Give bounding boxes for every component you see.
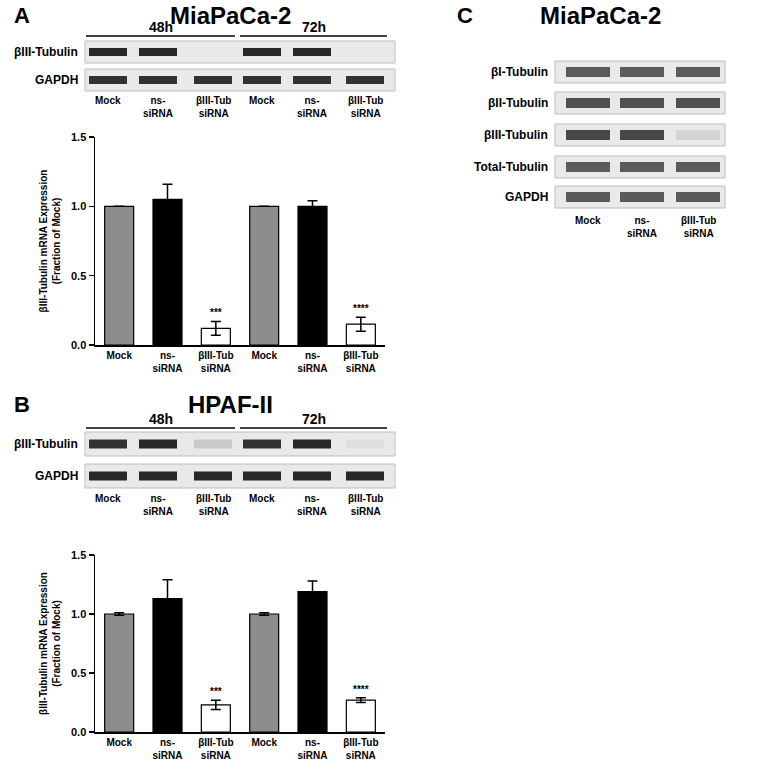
svg-text:βIII-TubsiRNA: βIII-TubsiRNA	[348, 493, 383, 517]
svg-text:βI-Tubulin: βI-Tubulin	[491, 65, 548, 79]
svg-text:Mock: Mock	[249, 493, 275, 504]
svg-text:GAPDH: GAPDH	[35, 469, 78, 483]
svg-text:0.5: 0.5	[71, 667, 86, 679]
svg-text:Mock: Mock	[251, 350, 277, 361]
svg-text:βIII-TubsiRNA: βIII-TubsiRNA	[343, 737, 378, 761]
svg-text:***: ***	[210, 307, 222, 318]
svg-text:βIII-Tubulin mRNA Expression(F: βIII-Tubulin mRNA Expression(Fraction of…	[38, 572, 62, 715]
svg-text:***: ***	[210, 686, 222, 697]
svg-text:ns-siRNA: ns-siRNA	[143, 95, 173, 119]
svg-text:βIII-Tubulin: βIII-Tubulin	[484, 128, 548, 142]
svg-text:Mock: Mock	[251, 737, 277, 748]
svg-text:72h: 72h	[302, 19, 326, 35]
svg-text:48h: 48h	[149, 411, 173, 427]
svg-text:βIII-Tubulin: βIII-Tubulin	[14, 45, 78, 59]
svg-text:βIII-TubsiRNA: βIII-TubsiRNA	[681, 215, 716, 239]
svg-text:MiaPaCa-2: MiaPaCa-2	[540, 2, 661, 29]
svg-text:HPAF-II: HPAF-II	[188, 391, 273, 418]
svg-text:****: ****	[353, 684, 369, 695]
svg-text:βIII-Tubulin mRNA Expression(F: βIII-Tubulin mRNA Expression(Fraction of…	[38, 170, 62, 313]
svg-text:ns-siRNA: ns-siRNA	[143, 493, 173, 517]
svg-text:GAPDH: GAPDH	[505, 190, 548, 204]
svg-text:βIII-TubsiRNA: βIII-TubsiRNA	[343, 350, 378, 374]
svg-text:48h: 48h	[149, 19, 173, 35]
svg-text:ns-siRNA: ns-siRNA	[627, 215, 657, 239]
svg-text:C: C	[457, 3, 473, 28]
svg-text:βIII-TubsiRNA: βIII-TubsiRNA	[198, 737, 233, 761]
svg-text:0.0: 0.0	[71, 339, 86, 351]
svg-text:ns-siRNA: ns-siRNA	[152, 350, 182, 374]
svg-text:1.0: 1.0	[71, 200, 86, 212]
svg-text:1.5: 1.5	[71, 549, 86, 561]
svg-text:ns-siRNA: ns-siRNA	[297, 493, 327, 517]
svg-text:βIII-Tubulin: βIII-Tubulin	[14, 437, 78, 451]
svg-text:0.5: 0.5	[71, 270, 86, 282]
svg-text:MiaPaCa-2: MiaPaCa-2	[170, 2, 291, 29]
svg-text:1.0: 1.0	[71, 608, 86, 620]
svg-text:0.0: 0.0	[71, 726, 86, 738]
svg-text:1.5: 1.5	[71, 131, 86, 143]
svg-text:βIII-TubsiRNA: βIII-TubsiRNA	[196, 95, 231, 119]
svg-text:Total-Tubulin: Total-Tubulin	[474, 160, 548, 174]
svg-text:Mock: Mock	[95, 493, 121, 504]
svg-text:ns-siRNA: ns-siRNA	[297, 350, 327, 374]
svg-text:ns-siRNA: ns-siRNA	[297, 737, 327, 761]
svg-text:Mock: Mock	[575, 215, 601, 226]
svg-text:Mock: Mock	[249, 95, 275, 106]
svg-text:B: B	[14, 392, 30, 417]
svg-text:βIII-TubsiRNA: βIII-TubsiRNA	[196, 493, 231, 517]
svg-text:βIII-TubsiRNA: βIII-TubsiRNA	[198, 350, 233, 374]
svg-text:72h: 72h	[302, 411, 326, 427]
svg-text:ns-siRNA: ns-siRNA	[297, 95, 327, 119]
svg-text:****: ****	[353, 303, 369, 314]
svg-text:Mock: Mock	[95, 95, 121, 106]
svg-text:βIII-TubsiRNA: βIII-TubsiRNA	[348, 95, 383, 119]
svg-text:βII-Tubulin: βII-Tubulin	[488, 96, 548, 110]
svg-text:GAPDH: GAPDH	[35, 73, 78, 87]
svg-text:Mock: Mock	[106, 737, 132, 748]
svg-text:ns-siRNA: ns-siRNA	[152, 737, 182, 761]
svg-text:A: A	[14, 3, 30, 28]
svg-text:Mock: Mock	[106, 350, 132, 361]
